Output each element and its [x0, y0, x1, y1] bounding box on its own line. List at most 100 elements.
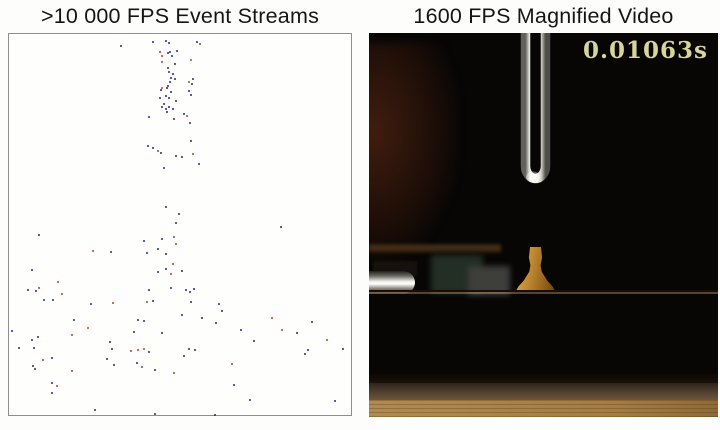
event-dot: [173, 236, 176, 239]
event-dot: [218, 303, 221, 306]
event-dot: [168, 106, 171, 109]
event-dot: [27, 289, 30, 292]
event-dot: [56, 385, 59, 388]
right-panel-title: 1600 FPS Magnified Video: [413, 4, 674, 28]
event-dot: [253, 340, 256, 343]
event-dot: [157, 150, 160, 153]
event-dot: [152, 41, 155, 44]
event-dot: [176, 50, 179, 53]
event-dot: [215, 322, 218, 325]
event-dot: [167, 85, 170, 88]
event-dot: [38, 234, 41, 237]
event-dot: [172, 263, 175, 266]
event-dot: [161, 332, 164, 335]
chrome-striker: [369, 271, 415, 294]
event-dot: [51, 357, 54, 360]
event-dot: [152, 300, 155, 303]
video-timestamp: 0.01063s: [583, 37, 708, 64]
table-surface: [369, 400, 718, 417]
event-dot: [166, 87, 169, 90]
event-dot: [165, 95, 168, 98]
event-dot: [160, 152, 163, 155]
event-dot: [281, 329, 284, 332]
event-dot: [165, 206, 168, 209]
event-dot: [71, 334, 74, 337]
event-dot: [181, 314, 184, 317]
event-dot: [143, 320, 146, 323]
event-scatter: [9, 34, 351, 417]
event-dot: [37, 336, 40, 339]
event-dot: [137, 349, 140, 352]
event-dot: [193, 288, 196, 291]
event-dot: [171, 55, 174, 58]
event-dot: [311, 321, 314, 324]
event-dot: [181, 270, 184, 273]
event-dot: [165, 40, 168, 43]
event-dot: [161, 87, 164, 90]
event-dot: [167, 52, 170, 55]
event-dot: [326, 339, 329, 342]
event-dot: [221, 310, 224, 313]
event-dot: [90, 303, 93, 306]
event-dot: [159, 97, 162, 100]
event-dot: [280, 226, 283, 229]
event-dot: [130, 350, 133, 353]
event-dot: [163, 103, 166, 106]
event-dot: [168, 71, 171, 74]
event-dot: [143, 348, 146, 351]
event-dot: [113, 364, 116, 367]
event-dot: [307, 349, 310, 352]
event-dot: [198, 163, 201, 166]
event-dot: [185, 289, 188, 292]
event-dot: [181, 156, 184, 159]
event-dot: [148, 116, 151, 119]
event-dot: [189, 291, 192, 294]
event-dot: [120, 45, 123, 48]
event-dot: [170, 273, 173, 276]
event-dot: [190, 140, 193, 143]
event-dot: [133, 331, 136, 334]
event-dot: [152, 147, 155, 150]
event-dot: [188, 90, 191, 93]
event-dot: [168, 97, 171, 100]
event-dot: [196, 41, 199, 44]
event-dot: [169, 51, 172, 54]
event-dot: [34, 368, 37, 371]
event-dot: [157, 248, 160, 251]
event-dot: [18, 347, 21, 350]
event-dot: [191, 83, 194, 86]
event-dot: [170, 91, 173, 94]
event-dot: [154, 413, 157, 416]
event-dot: [172, 73, 175, 76]
background-shelf-streak: [369, 244, 501, 253]
event-dot: [183, 355, 186, 358]
video-frame-panel: 0.01063s: [369, 33, 718, 417]
event-dot: [296, 332, 299, 335]
event-dot: [43, 299, 46, 302]
event-dot: [165, 108, 168, 111]
block-shadow-band: [369, 374, 718, 383]
event-dot: [51, 382, 54, 385]
event-dot: [52, 299, 55, 302]
event-dot: [154, 369, 157, 372]
event-dot: [174, 78, 177, 81]
left-panel-title: >10 000 FPS Event Streams: [40, 4, 320, 28]
event-dot: [136, 362, 139, 365]
event-dot: [175, 222, 178, 225]
event-dot: [71, 370, 74, 373]
event-dot: [240, 329, 243, 332]
event-dot: [173, 118, 176, 121]
event-dot: [137, 319, 140, 322]
event-dot: [143, 240, 146, 243]
event-dot: [87, 327, 90, 330]
event-stream-panel: [8, 33, 352, 417]
event-dot: [32, 365, 35, 368]
event-dot: [189, 122, 192, 125]
event-dot: [94, 409, 97, 412]
event-dot: [110, 251, 113, 254]
tuning-fork: [520, 33, 551, 255]
event-dot: [192, 78, 195, 81]
event-dot: [11, 330, 14, 333]
event-dot: [170, 77, 173, 80]
event-dot: [169, 81, 172, 84]
